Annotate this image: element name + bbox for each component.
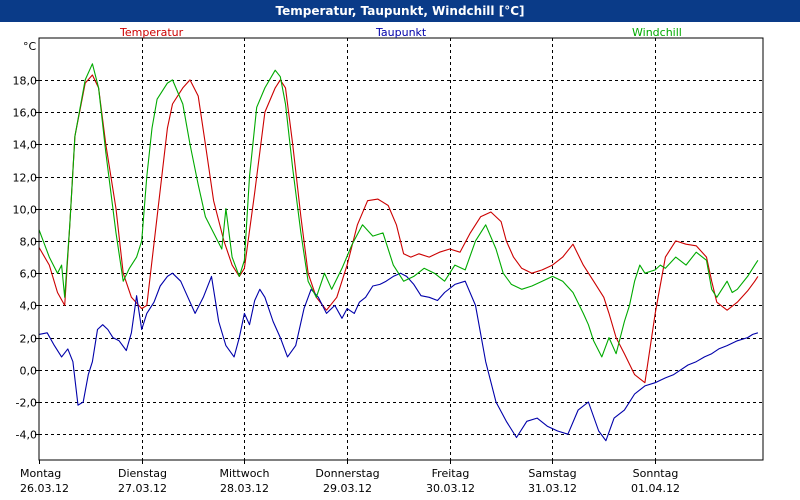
y-tick-label: 6,0 (20, 268, 38, 281)
chart-canvas: 18,0 16,0 14,0 12,0 10,0 8,0 6,0 4,0 2,0 0,0 -2,0 -… (13, 26, 764, 496)
x-tick-date-label: 31.03.12 (528, 482, 577, 495)
y-tick-label: 12,0 (13, 172, 38, 185)
x-tick-day-label: Mittwoch (220, 467, 270, 480)
y-tick-label: -4,0 (16, 429, 37, 442)
chart-title-bar: Temperatur, Taupunkt, Windchill [°C] (0, 0, 800, 22)
x-tick-day-label: Sonntag (633, 467, 679, 480)
y-tick-label: 14,0 (13, 139, 38, 152)
series-line-windchill (38, 63, 759, 358)
y-tick-label: 0,0 (20, 365, 38, 378)
y-tick-label: 4,0 (20, 300, 38, 313)
legend-taupunkt: Taupunkt (375, 26, 427, 39)
y-tick-label: 18,0 (13, 75, 38, 88)
x-tick-date-label: 28.03.12 (220, 482, 269, 495)
y-tick-label: 8,0 (20, 236, 38, 249)
y-axis-unit-label: °C (23, 40, 37, 53)
x-tick-day-label: Dienstag (118, 467, 167, 480)
y-tick-label: 16,0 (13, 107, 38, 120)
x-tick-date-label: 01.04.12 (631, 482, 680, 495)
x-tick-day-label: Donnerstag (315, 467, 379, 480)
y-tick-label: -2,0 (16, 397, 37, 410)
series-line-temperatur (38, 74, 759, 384)
x-tick-date-label: 26.03.12 (20, 482, 69, 495)
x-tick-day-label: Montag (20, 467, 61, 480)
chart-frame: 18,0 16,0 14,0 12,0 10,0 8,0 6,0 4,0 2,0 0,0 -2,0 -… (0, 22, 800, 500)
y-tick-label: 10,0 (13, 204, 38, 217)
series-line-taupunkt (38, 272, 759, 442)
plot-area-border (38, 37, 764, 461)
x-tick-day-label: Freitag (432, 467, 470, 480)
axis-layer: 18,0 16,0 14,0 12,0 10,0 8,0 6,0 4,0 2,0 0,0 -2,0 -… (13, 75, 680, 496)
x-tick-day-label: Samstag (528, 467, 576, 480)
x-tick-date-label: 29.03.12 (323, 482, 372, 495)
series-layer (38, 63, 759, 442)
y-tick-label: 2,0 (20, 333, 38, 346)
x-tick-date-label: 27.03.12 (118, 482, 167, 495)
legend-windchill: Windchill (632, 26, 682, 39)
x-tick-date-label: 30.03.12 (426, 482, 475, 495)
legend-temperatur: Temperatur (119, 26, 184, 39)
grid-layer (39, 38, 763, 460)
